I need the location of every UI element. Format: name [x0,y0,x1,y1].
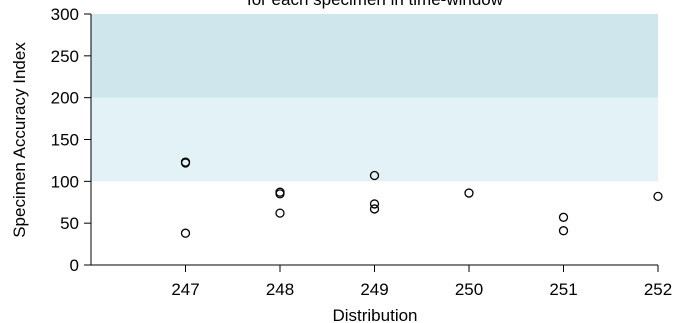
data-point-7 [369,199,380,209]
data-point-10 [558,212,569,222]
x-tick-label-247: 247 [171,280,199,299]
x-tick-label-250: 250 [455,280,483,299]
bands-layer [91,14,658,182]
points-layer [180,157,663,238]
data-point-5 [275,208,285,218]
x-axis-title: Distribution [332,306,417,323]
data-point-1 [180,158,191,168]
x-tick-label-248: 248 [266,280,294,299]
chart-title: for each specimen in time-window [247,0,504,9]
data-point-4 [275,189,285,199]
shaded-band-1 [91,14,658,98]
y-tick-label-250: 250 [51,47,79,66]
data-point-9 [464,188,474,198]
y-axis-title: Specimen Accuracy Index [10,42,29,238]
y-tick-label-200: 200 [51,89,79,108]
y-tick-label-50: 50 [60,214,79,233]
x-tick-label-249: 249 [360,280,388,299]
y-tick-label-100: 100 [51,172,79,191]
axes-layer: 0 50 100 150 200 250 300 247 248 249 250 251 252 [51,5,673,299]
data-point-2 [180,228,191,238]
y-tick-label-300: 300 [51,5,79,24]
y-tick-label-0: 0 [70,256,79,275]
shaded-band-0 [91,97,658,182]
data-point-6 [369,170,380,181]
x-tick-label-251: 251 [549,280,577,299]
data-point-8 [369,204,380,214]
x-tick-label-252: 252 [644,280,672,299]
y-tick-label-150: 150 [51,131,79,150]
data-point-12 [653,191,663,202]
data-point-11 [558,226,569,236]
